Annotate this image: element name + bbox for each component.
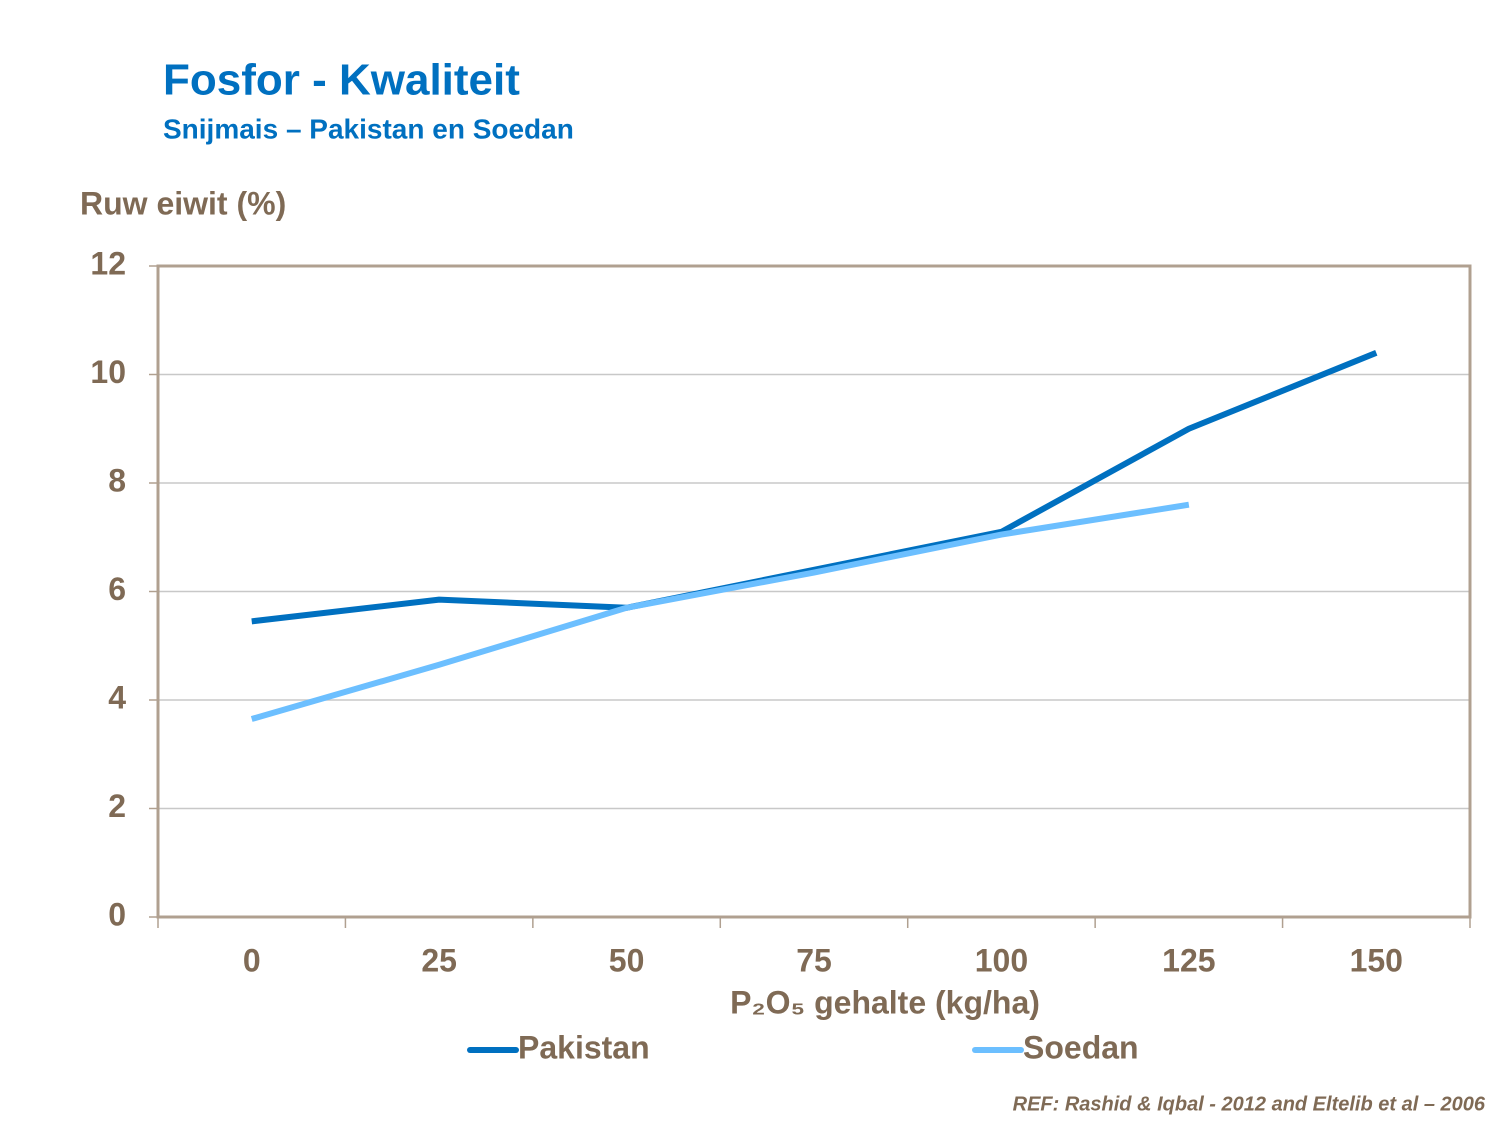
x-axis-title: P₂O₅ gehalte (kg/ha): [730, 984, 1040, 1020]
reference: REF: Rashid & Iqbal - 2012 and Eltelib e…: [1013, 1093, 1486, 1115]
y-tick-label: 8: [108, 462, 126, 498]
y-tick-label: 0: [108, 896, 126, 932]
y-tick-label: 12: [90, 245, 126, 281]
x-tick-label: 25: [421, 942, 457, 978]
legend-label: Soedan: [1023, 1029, 1139, 1065]
y-tick-label: 4: [108, 679, 126, 715]
chart-subtitle: Snijmais – Pakistan en Soedan: [163, 113, 574, 144]
data-line: [250, 501, 1190, 722]
data-line: [251, 350, 1378, 625]
x-tick-label: 0: [243, 942, 261, 978]
y-axis-title: Ruw eiwit (%): [80, 185, 286, 221]
x-tick-label: 100: [975, 942, 1028, 978]
x-tick-label: 125: [1162, 942, 1215, 978]
y-tick-label: 2: [108, 788, 126, 824]
legend-label: Pakistan: [518, 1029, 650, 1065]
y-tick-label: 6: [108, 571, 126, 607]
x-tick-label: 75: [796, 942, 832, 978]
y-tick-label: 10: [90, 354, 126, 390]
x-tick-label: 150: [1350, 942, 1403, 978]
chart-title: Fosfor - Kwaliteit: [163, 56, 520, 105]
x-tick-label: 50: [609, 942, 645, 978]
plot-border: [156, 264, 1472, 919]
